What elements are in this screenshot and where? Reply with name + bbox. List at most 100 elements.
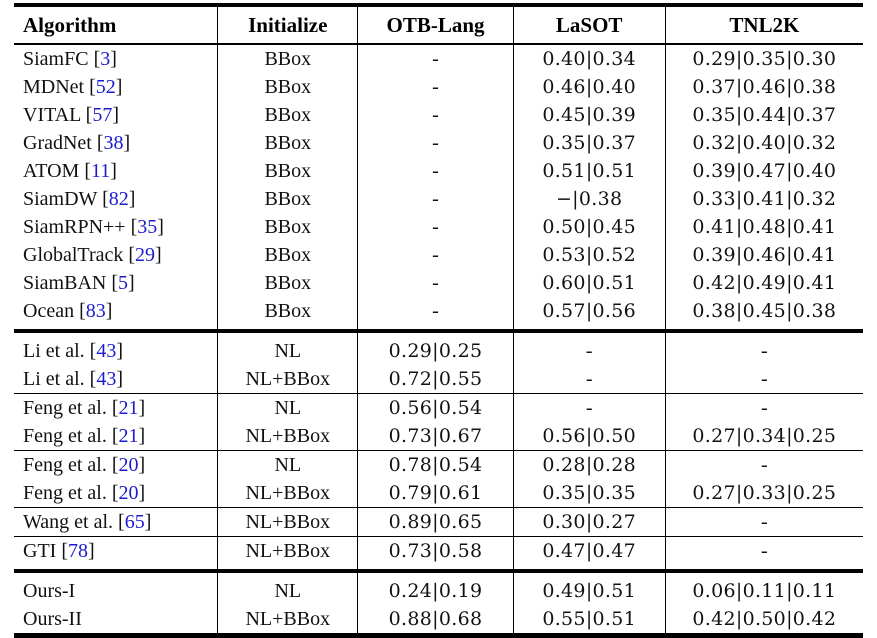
column-header-algorithm: Algorithm bbox=[14, 5, 218, 45]
initialize-cell: BBox bbox=[217, 157, 358, 185]
row-group-nl-initialized-trackers-3: Wang et al. [65] NL+BBox 0.89|0.65 0.30|0.2… bbox=[14, 507, 863, 537]
row-group-ours-0: Ours-I NL 0.24|0.19 0.49|0.51 0.06|0.11|0.11… bbox=[14, 569, 863, 636]
citation-link[interactable]: 35 bbox=[137, 216, 158, 238]
algorithm-cell: GTI [78] bbox=[14, 536, 218, 571]
citation-link[interactable]: 82 bbox=[108, 188, 129, 210]
citation-link[interactable]: 20 bbox=[118, 454, 139, 476]
table-row: SiamBAN [5] BBox -0.60|0.51 0.42|0.49|0.41 bbox=[14, 269, 863, 297]
otb-lang-cell: 0.73|0.67 bbox=[357, 422, 514, 451]
results-table-container: Algorithm Initialize OTB-Lang LaSOT TNL2… bbox=[14, 3, 863, 638]
table-row: GTI [78] NL+BBox 0.73|0.58 0.47|0.47- bbox=[14, 536, 863, 571]
citation-link[interactable]: 43 bbox=[96, 368, 117, 390]
algorithm-cell: Wang et al. [65] bbox=[14, 507, 218, 537]
initialize-cell: BBox bbox=[217, 129, 358, 157]
table-row: Li et al. [43] NL 0.29|0.25- - bbox=[14, 329, 863, 365]
tnl2k-cell: - bbox=[664, 329, 863, 365]
table-row: ATOM [11] BBox -0.51|0.51 0.39|0.47|0.40 bbox=[14, 157, 863, 185]
lasot-cell: 0.28|0.28 bbox=[512, 450, 666, 479]
initialize-cell: BBox bbox=[217, 101, 358, 129]
tnl2k-cell: 0.42|0.50|0.42 bbox=[664, 605, 863, 636]
lasot-cell: 0.49|0.51 bbox=[512, 569, 666, 605]
tnl2k-cell: 0.27|0.33|0.25 bbox=[664, 479, 863, 508]
tnl2k-cell: 0.33|0.41|0.32 bbox=[664, 185, 863, 213]
table-row: SiamDW [82] BBox - −|0.38 0.33|0.41|0.32 bbox=[14, 185, 863, 213]
tnl2k-cell: 0.32|0.40|0.32 bbox=[664, 129, 863, 157]
citation-link[interactable]: 43 bbox=[96, 340, 117, 362]
lasot-cell: 0.55|0.51 bbox=[512, 605, 666, 636]
initialize-cell: BBox bbox=[217, 213, 358, 241]
initialize-cell: NL+BBox bbox=[217, 365, 358, 394]
table-row: GlobalTrack [29] BBox -0.53|0.52 0.39|0.46|… bbox=[14, 241, 863, 269]
algorithm-cell: ATOM [11] bbox=[23, 160, 117, 182]
table-row: Ours-II NL+BBox 0.88|0.68 0.55|0.51 0.42|0.5… bbox=[14, 605, 863, 636]
lasot-cell: 0.47|0.47 bbox=[512, 536, 666, 571]
citation-link[interactable]: 65 bbox=[124, 511, 145, 533]
lasot-cell: - bbox=[512, 329, 666, 365]
initialize-cell: NL+BBox bbox=[217, 479, 358, 508]
citation-link[interactable]: 38 bbox=[103, 132, 124, 154]
lasot-cell: 0.57|0.56 bbox=[512, 297, 666, 331]
tnl2k-cell: - bbox=[664, 393, 863, 422]
initialize-cell: NL bbox=[217, 569, 358, 605]
citation-link[interactable]: 57 bbox=[92, 104, 113, 126]
otb-lang-cell: 0.29|0.25 bbox=[357, 329, 514, 365]
otb-lang-cell: 0.56|0.54 bbox=[357, 393, 514, 422]
initialize-cell: NL bbox=[217, 329, 358, 365]
table-row: VITAL [57] BBox -0.45|0.39 0.35|0.44|0.37 bbox=[14, 101, 863, 129]
algorithm-cell: VITAL [57] bbox=[23, 104, 119, 126]
tnl2k-cell: - bbox=[664, 536, 863, 571]
otb-lang-cell: - bbox=[357, 157, 514, 185]
table-header: Algorithm Initialize OTB-Lang LaSOT TNL2… bbox=[14, 5, 863, 45]
citation-link[interactable]: 20 bbox=[118, 482, 139, 504]
row-group-nl-initialized-trackers-4: GTI [78] NL+BBox 0.73|0.58 0.47|0.47- bbox=[14, 536, 863, 571]
lasot-cell: −|0.38 bbox=[512, 185, 666, 213]
citation-link[interactable]: 83 bbox=[85, 300, 106, 322]
initialize-cell: BBox bbox=[217, 269, 358, 297]
table-row: Ocean [83] BBox -0.57|0.56 0.38|0.45|0.38 bbox=[14, 297, 863, 331]
initialize-cell: NL bbox=[217, 450, 358, 479]
otb-lang-cell: - bbox=[357, 44, 514, 73]
citation-link[interactable]: 29 bbox=[135, 244, 156, 266]
otb-lang-cell: - bbox=[357, 73, 514, 101]
citation-link[interactable]: 21 bbox=[118, 425, 139, 447]
tnl2k-cell: 0.39|0.46|0.41 bbox=[664, 241, 863, 269]
lasot-cell: 0.60|0.51 bbox=[512, 269, 666, 297]
algorithm-cell: SiamRPN++ [35] bbox=[23, 216, 164, 238]
table-row: Feng et al. [20] NL+BBox 0.79|0.61 0.35|0.3… bbox=[14, 479, 863, 508]
algorithm-cell: Feng et al. [20] bbox=[23, 482, 146, 504]
otb-lang-cell: 0.24|0.19 bbox=[357, 569, 514, 605]
lasot-cell: 0.53|0.52 bbox=[512, 241, 666, 269]
tnl2k-cell: 0.29|0.35|0.30 bbox=[664, 44, 863, 73]
column-header-initialize: Initialize bbox=[217, 5, 358, 45]
citation-link[interactable]: 3 bbox=[100, 48, 111, 70]
otb-lang-cell: - bbox=[357, 297, 514, 331]
initialize-cell: NL bbox=[217, 393, 358, 422]
lasot-cell: 0.45|0.39 bbox=[512, 101, 666, 129]
initialize-cell: NL+BBox bbox=[217, 605, 358, 636]
otb-lang-cell: - bbox=[357, 129, 514, 157]
algorithm-cell: SiamDW [82] bbox=[23, 188, 136, 210]
column-header-lasot: LaSOT bbox=[512, 5, 666, 45]
table-row: MDNet [52] BBox -0.46|0.40 0.37|0.46|0.38 bbox=[14, 73, 863, 101]
row-group-nl-initialized-trackers-0: Li et al. [43] NL 0.29|0.25- - Li et al. [43… bbox=[14, 329, 863, 394]
otb-lang-cell: - bbox=[357, 241, 514, 269]
otb-lang-cell: - bbox=[357, 185, 514, 213]
lasot-cell: 0.40|0.34 bbox=[512, 44, 666, 73]
citation-link[interactable]: 52 bbox=[95, 76, 116, 98]
tnl2k-cell: 0.37|0.46|0.38 bbox=[664, 73, 863, 101]
initialize-cell: BBox bbox=[217, 297, 358, 331]
tnl2k-cell: 0.41|0.48|0.41 bbox=[664, 213, 863, 241]
tnl2k-cell: 0.42|0.49|0.41 bbox=[664, 269, 863, 297]
otb-lang-cell: - bbox=[357, 269, 514, 297]
lasot-cell: - bbox=[512, 365, 666, 394]
citation-link[interactable]: 78 bbox=[68, 540, 88, 562]
citation-link[interactable]: 11 bbox=[90, 160, 111, 182]
initialize-cell: BBox bbox=[217, 44, 358, 73]
initialize-cell: NL+BBox bbox=[217, 536, 358, 571]
citation-link[interactable]: 21 bbox=[118, 397, 139, 419]
row-group-nl-initialized-trackers-2: Feng et al. [20] NL 0.78|0.54 0.28|0.28- Fen… bbox=[14, 450, 863, 508]
row-group-bbox-initialized-trackers-0: SiamFC [3] BBox -0.40|0.34 0.29|0.35|0.30 MD… bbox=[14, 44, 863, 331]
otb-lang-cell: 0.88|0.68 bbox=[357, 605, 514, 636]
citation-link[interactable]: 5 bbox=[118, 272, 129, 294]
initialize-cell: BBox bbox=[217, 185, 358, 213]
